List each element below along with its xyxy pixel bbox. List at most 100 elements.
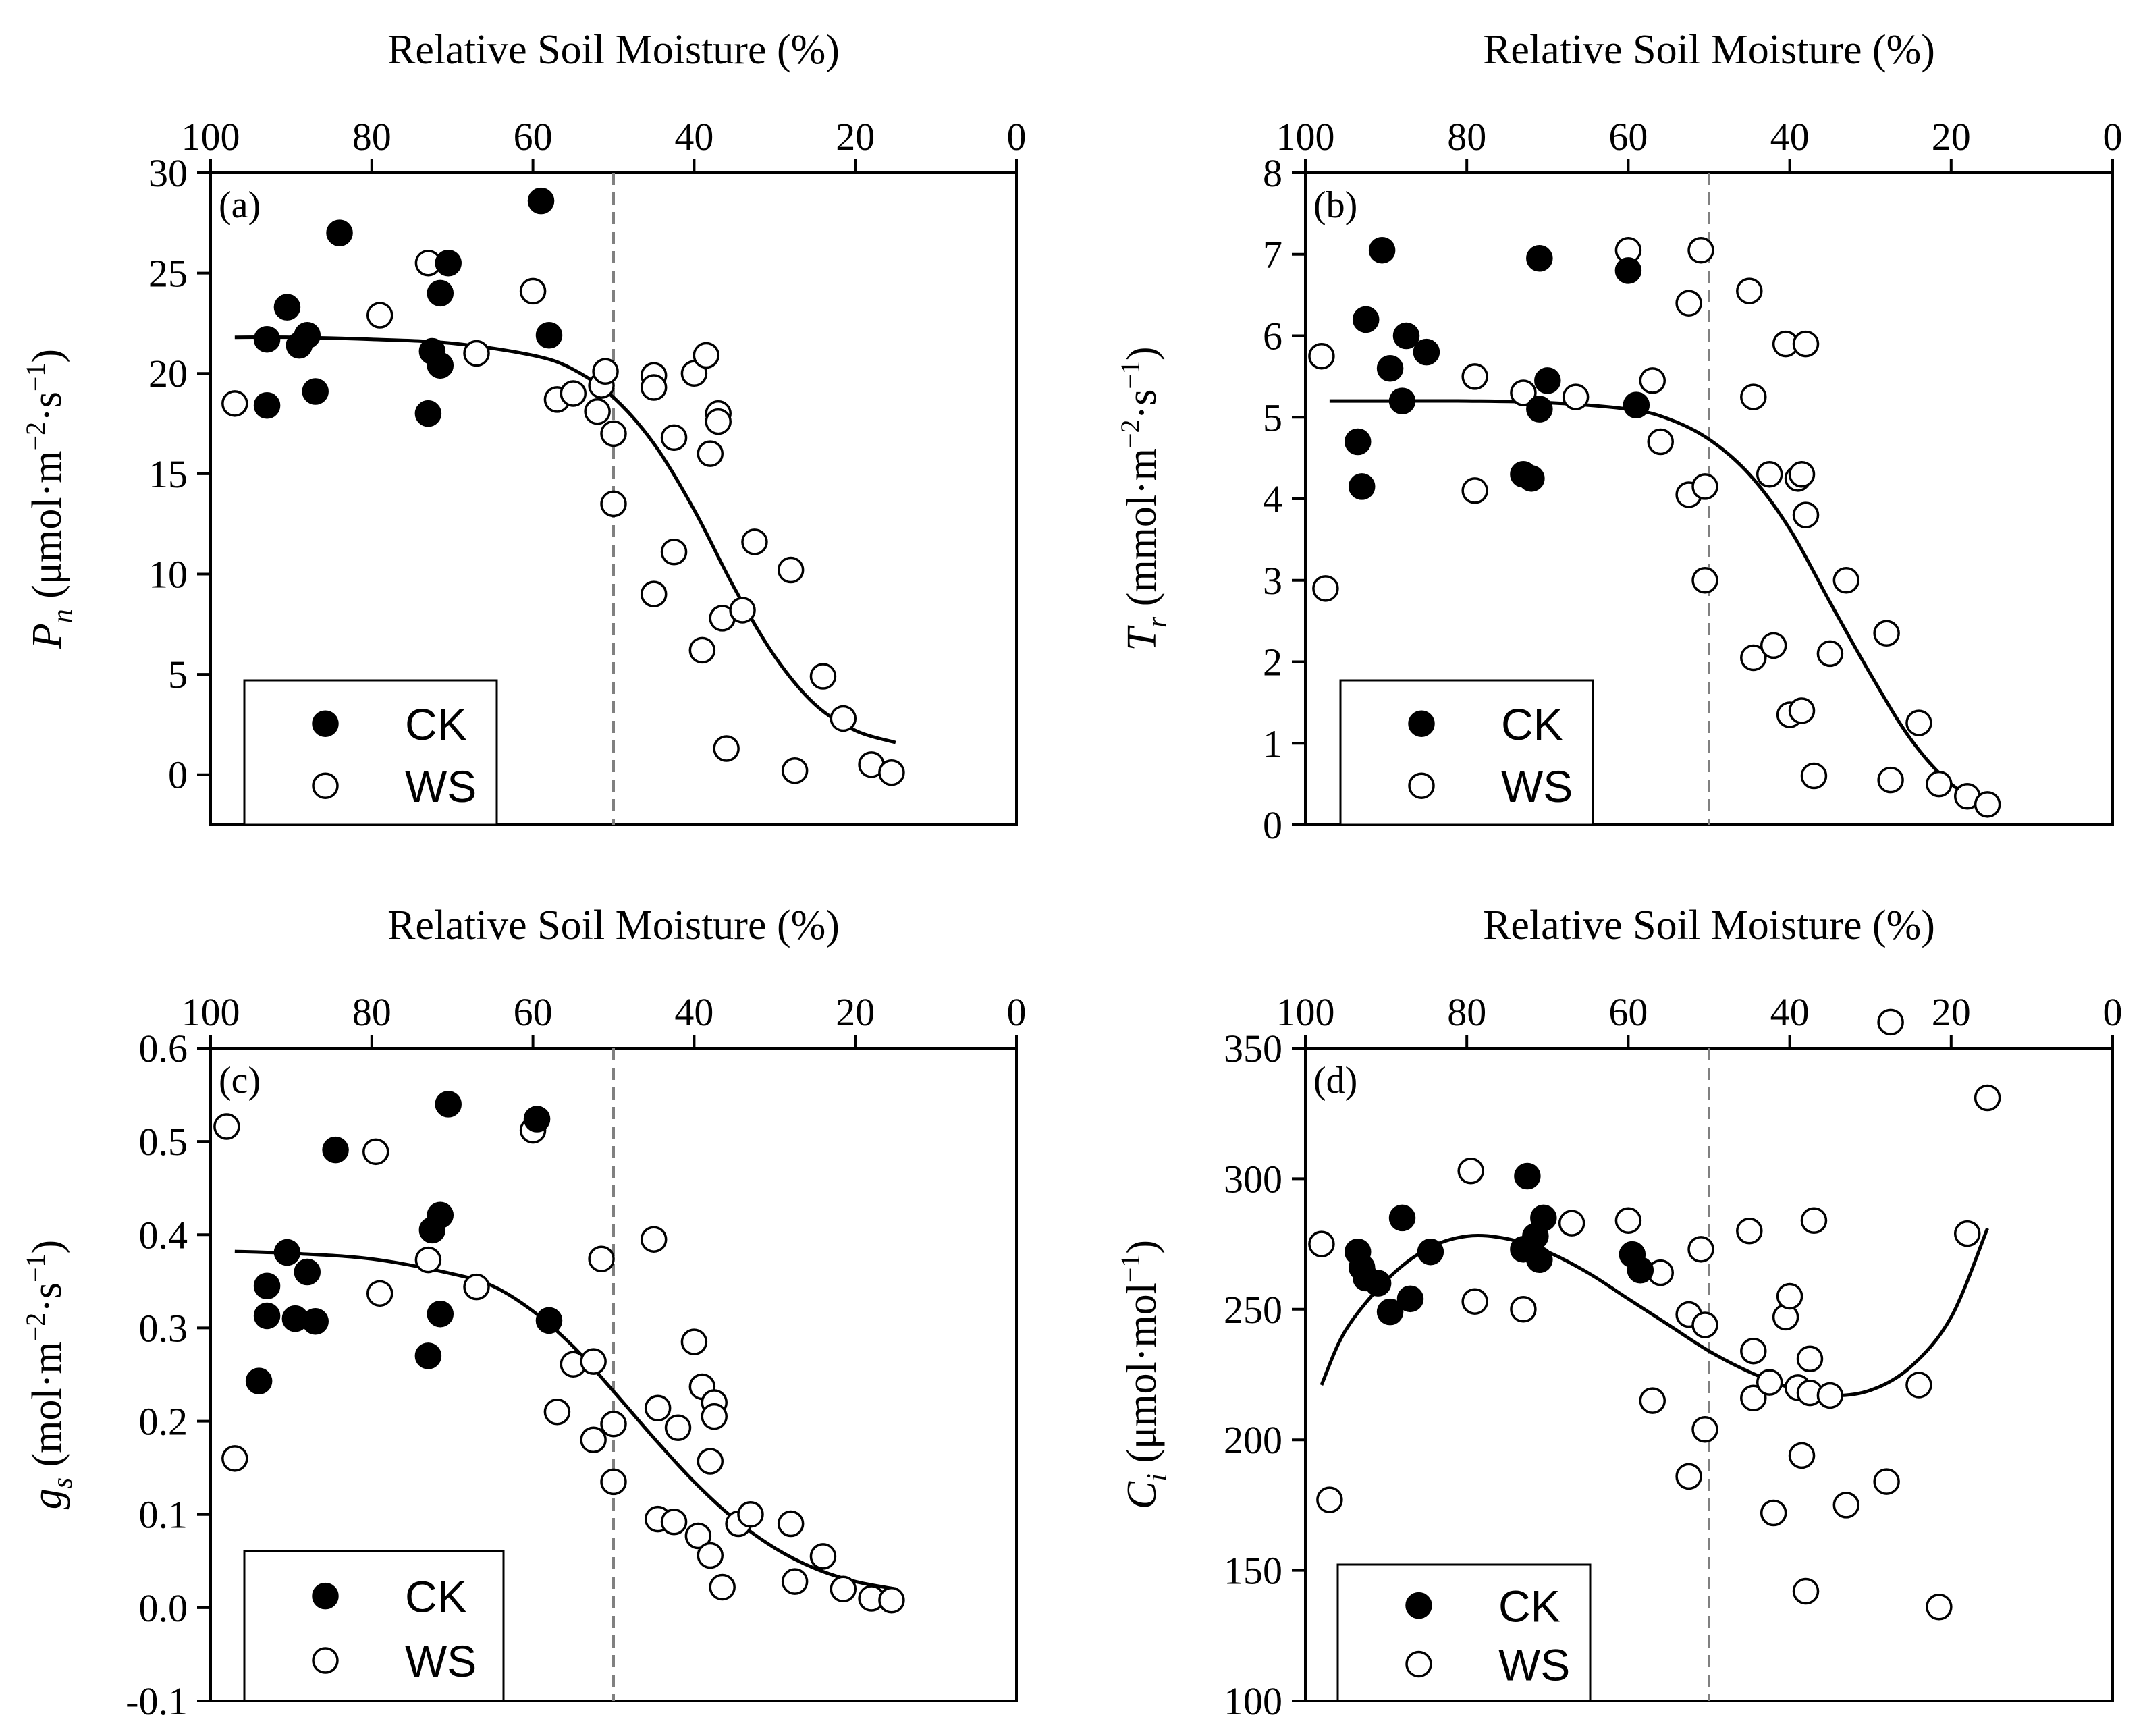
ws-point <box>705 408 732 435</box>
ws-point <box>1756 461 1783 488</box>
legend-label: WS <box>405 761 477 811</box>
ck-point <box>294 1258 321 1286</box>
ws-point <box>1792 330 1820 358</box>
y-axis-exponent: −1 <box>20 1253 51 1282</box>
y-axis-symbol: C <box>1119 1481 1165 1509</box>
ws-point <box>1558 1210 1585 1237</box>
legend-label: WS <box>1498 1639 1570 1689</box>
x-tick-label: 40 <box>674 990 713 1034</box>
x-tick-label: 100 <box>1276 990 1335 1034</box>
ws-point <box>878 1587 905 1614</box>
ck-point <box>294 322 321 349</box>
x-axis-title: Relative Soil Moisture (%) <box>1483 27 1935 73</box>
ck-point <box>253 325 281 353</box>
x-tick-label: 20 <box>1932 115 1971 159</box>
ck-point <box>1352 306 1380 333</box>
y-tick-label: 0 <box>168 753 188 797</box>
x-tick-label: 20 <box>1932 990 1971 1034</box>
y-axis-unit: (μmol·m <box>24 450 70 609</box>
ck-point <box>1530 1204 1557 1232</box>
panel-label: (b) <box>1313 184 1357 226</box>
y-tick-label: 1 <box>1263 722 1282 765</box>
ws-point <box>1877 766 1904 794</box>
ws-point <box>660 539 688 566</box>
y-axis-exponent: −2 <box>20 422 51 451</box>
y-axis-title: Ci (μmol·mol−1) <box>1115 1240 1173 1509</box>
ws-point <box>697 1448 724 1475</box>
ck-point <box>1368 236 1396 264</box>
ws-point <box>1760 632 1787 659</box>
ck-point <box>302 1308 329 1335</box>
y-axis-subscript: i <box>1142 1473 1173 1482</box>
ws-point <box>688 636 716 664</box>
ws-point <box>680 360 708 387</box>
ws-point <box>777 556 805 584</box>
ck-point <box>535 1307 563 1334</box>
ws-point <box>543 1399 571 1426</box>
y-axis-unit-mid: ·s <box>24 1282 70 1313</box>
x-tick-label: 60 <box>514 990 553 1034</box>
x-tick-label: 0 <box>2103 115 2123 159</box>
ws-point <box>640 374 668 401</box>
ws-point <box>741 528 768 555</box>
ws-point <box>1788 461 1816 488</box>
ws-point <box>463 340 490 367</box>
ws-point <box>1639 367 1666 394</box>
ws-point <box>1877 1008 1904 1036</box>
ws-point <box>1308 342 1335 370</box>
legend-label: CK <box>405 1572 467 1622</box>
ck-point <box>1518 465 1545 492</box>
ws-point <box>1800 1207 1828 1235</box>
ck-point <box>1534 367 1561 394</box>
ws-point <box>221 1445 248 1472</box>
ws-point <box>1687 1236 1714 1263</box>
ws-point <box>1691 1311 1718 1338</box>
legend-ck-marker <box>1408 710 1435 737</box>
ck-point <box>414 400 442 427</box>
ws-point <box>1873 620 1900 647</box>
ws-point <box>1760 1499 1787 1527</box>
x-tick-label: 80 <box>352 115 391 159</box>
y-axis-close: ) <box>24 1240 70 1254</box>
ws-point <box>1873 1468 1900 1495</box>
ws-point <box>1691 567 1718 594</box>
ws-point <box>1926 770 1953 798</box>
ws-point <box>640 580 668 607</box>
ws-point <box>588 1245 615 1272</box>
ws-point <box>781 757 809 784</box>
ws-point <box>1687 236 1714 264</box>
panel-c: 100 80 60 40 20 0 Relative Soil Moisture (%) -0… <box>20 902 1027 1723</box>
y-axis-symbol: T <box>1119 625 1165 651</box>
legend-box <box>1339 679 1594 826</box>
ws-point <box>1832 1492 1860 1519</box>
ws-point <box>809 663 837 690</box>
ws-point <box>701 1403 728 1430</box>
legend-ck-marker <box>312 710 339 737</box>
x-axis-title: Relative Soil Moisture (%) <box>387 27 840 73</box>
ws-point <box>580 1426 607 1453</box>
x-tick-label: 0 <box>1007 115 1027 159</box>
x-tick-label: 20 <box>836 115 875 159</box>
ws-point <box>1796 1345 1824 1373</box>
ck-point <box>1514 1162 1541 1190</box>
y-axis-subscript: r <box>1142 616 1173 628</box>
y-tick-label: -0.1 <box>126 1679 188 1723</box>
ws-point <box>1691 473 1718 500</box>
ck-point <box>1526 245 1553 272</box>
y-tick-label: 8 <box>1263 151 1282 195</box>
ws-point <box>1691 1415 1718 1443</box>
y-tick-label: 0.6 <box>139 1027 188 1070</box>
x-tick-label: 60 <box>1608 990 1648 1034</box>
y-tick-label: 7 <box>1263 233 1282 277</box>
legend-label: WS <box>405 1636 477 1686</box>
y-axis-exponent: −1 <box>20 363 51 392</box>
ws-point <box>1776 1282 1803 1310</box>
ck-point <box>1627 1257 1654 1284</box>
y-axis-exponent: −2 <box>1115 419 1145 448</box>
y-axis-unit: (mol·m <box>24 1341 70 1477</box>
panel-a: 100 80 60 40 20 0 Relative Soil Moisture (%) 0 5… <box>20 27 1027 826</box>
ck-point <box>1364 1270 1392 1297</box>
ws-point <box>1740 1337 1767 1365</box>
ws-point <box>1639 1387 1666 1414</box>
